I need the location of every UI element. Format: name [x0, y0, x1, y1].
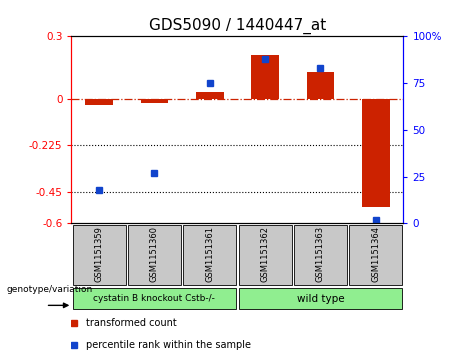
- Bar: [251, 55, 279, 99]
- Bar: [141, 99, 168, 103]
- Text: transformed count: transformed count: [86, 318, 177, 328]
- Text: wild type: wild type: [296, 294, 344, 303]
- Bar: [307, 72, 334, 99]
- Bar: [183, 224, 236, 285]
- Bar: [362, 99, 390, 207]
- Title: GDS5090 / 1440447_at: GDS5090 / 1440447_at: [149, 17, 326, 33]
- Text: GSM1151362: GSM1151362: [260, 226, 270, 282]
- Bar: [238, 288, 402, 309]
- Bar: [85, 99, 113, 105]
- Text: genotype/variation: genotype/variation: [6, 285, 92, 294]
- Text: GSM1151360: GSM1151360: [150, 226, 159, 282]
- Bar: [238, 224, 292, 285]
- Bar: [349, 224, 402, 285]
- Bar: [72, 224, 126, 285]
- Bar: [72, 288, 236, 309]
- Bar: [196, 93, 224, 99]
- Bar: [294, 224, 347, 285]
- Text: GSM1151363: GSM1151363: [316, 226, 325, 282]
- Text: GSM1151359: GSM1151359: [95, 226, 104, 282]
- Text: cystatin B knockout Cstb-/-: cystatin B knockout Cstb-/-: [94, 294, 215, 303]
- Text: GSM1151364: GSM1151364: [371, 226, 380, 282]
- Bar: [128, 224, 181, 285]
- Text: percentile rank within the sample: percentile rank within the sample: [86, 340, 251, 350]
- Text: GSM1151361: GSM1151361: [205, 226, 214, 282]
